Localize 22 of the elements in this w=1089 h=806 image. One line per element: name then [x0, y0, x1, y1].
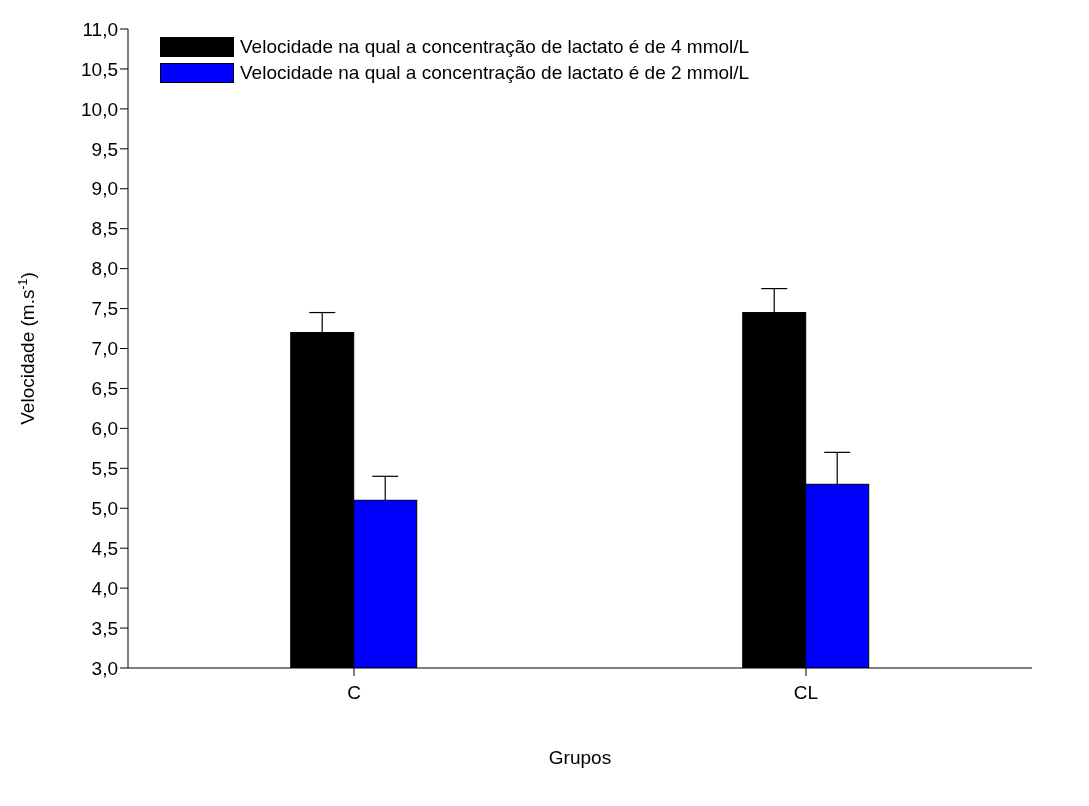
y-tick-label: 8,0 — [91, 258, 118, 280]
y-tick-label: 3,0 — [91, 657, 118, 679]
y-tick-label: 7,0 — [91, 338, 118, 360]
y-tick-label: 7,5 — [91, 298, 118, 320]
x-tick-label: CL — [793, 682, 819, 704]
y-tick-label: 6,0 — [91, 418, 118, 440]
y-tick-label: 4,5 — [91, 537, 118, 559]
x-axis-title: Grupos — [548, 747, 612, 768]
y-tick-label: 5,0 — [91, 497, 118, 519]
y-tick-label: 10,5 — [81, 58, 118, 80]
y-tick-label: 8,5 — [91, 218, 118, 240]
y-tick-label: 4,0 — [91, 577, 118, 599]
y-tick-label: 5,5 — [91, 458, 118, 480]
y-tick-label: 6,5 — [91, 378, 118, 400]
y-tick-label: 9,0 — [91, 178, 118, 200]
y-tick-label: 3,5 — [91, 617, 118, 639]
y-tick-label: 11,0 — [82, 18, 118, 40]
legend-label: Velocidade na qual a concentração de lactato é de 2 mmol/L — [240, 61, 750, 85]
legend-label: Velocidade na qual a concentração de lactato é de 4 mmol/L — [240, 35, 750, 59]
x-tick-label: C — [347, 682, 361, 704]
y-tick-label: 9,5 — [91, 138, 118, 160]
y-tick-label: 10,0 — [81, 98, 118, 120]
